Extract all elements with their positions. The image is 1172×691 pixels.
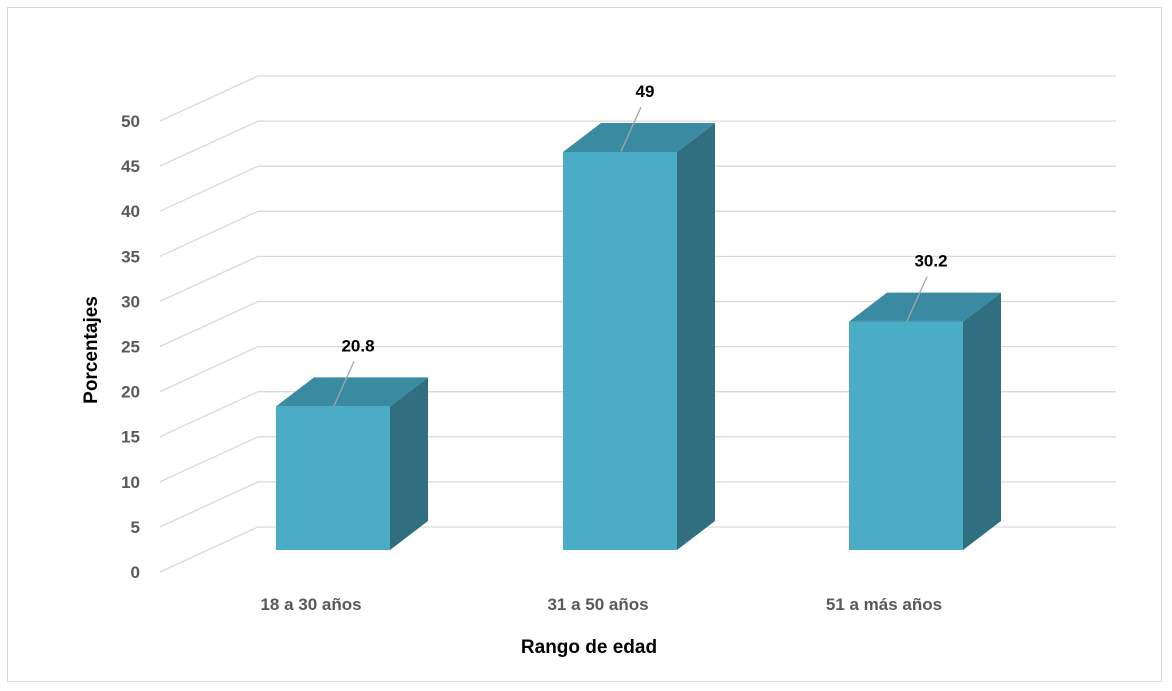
bar-front [849,321,963,550]
gridline-diagonal [159,165,259,212]
bar-top [276,377,428,407]
gridline-diagonal [159,300,259,348]
gridline-diagonal [159,436,259,483]
data-labels: 20.8 49 30.2 [333,82,948,407]
y-tick-label: 20 [121,383,140,402]
bar-side [390,377,428,550]
gridline-diagonal [159,255,259,302]
y-tick-label: 10 [121,473,140,492]
data-label: 20.8 [341,336,374,355]
y-tick-label: 5 [131,518,140,537]
y-tick-label: 45 [121,157,140,176]
gridline-diagonal [159,120,259,167]
bar-top [849,292,1001,322]
y-tick-label: 50 [121,112,140,131]
y-tick-label: 0 [131,563,140,582]
leader-line [906,276,928,322]
gridline-diagonal [159,346,259,393]
bar-front [563,152,677,550]
data-label: 30.2 [914,252,947,271]
gridline-diagonal [159,75,259,122]
gridline-diagonal [159,526,259,573]
gridline-diagonal [159,391,259,438]
y-tick-label: 25 [121,338,140,357]
x-axis-ticks: 18 a 30 años 31 a 50 años 51 a más años [260,595,942,614]
bars [276,123,1001,551]
x-tick-label: 18 a 30 años [260,595,361,614]
leader-line [333,361,355,407]
gridline-diagonal [159,481,259,528]
data-label: 49 [636,82,655,101]
leader-line [620,106,642,152]
x-axis-title: Rango de edad [521,637,657,658]
y-tick-label: 15 [121,428,140,447]
x-tick-label: 51 a más años [826,595,942,614]
bar-front [276,406,390,550]
y-tick-label: 40 [121,202,140,221]
y-tick-label: 35 [121,247,140,266]
gridline-diagonal [159,210,259,257]
bar-top [563,123,715,153]
y-axis-ticks: 0 5 10 15 20 25 30 35 40 45 50 [121,112,140,582]
bar-side [963,292,1001,550]
bar-side [677,123,715,551]
y-axis-title: Porcentajes [81,296,102,404]
y-tick-label: 30 [121,292,140,311]
x-tick-label: 31 a 50 años [547,595,648,614]
